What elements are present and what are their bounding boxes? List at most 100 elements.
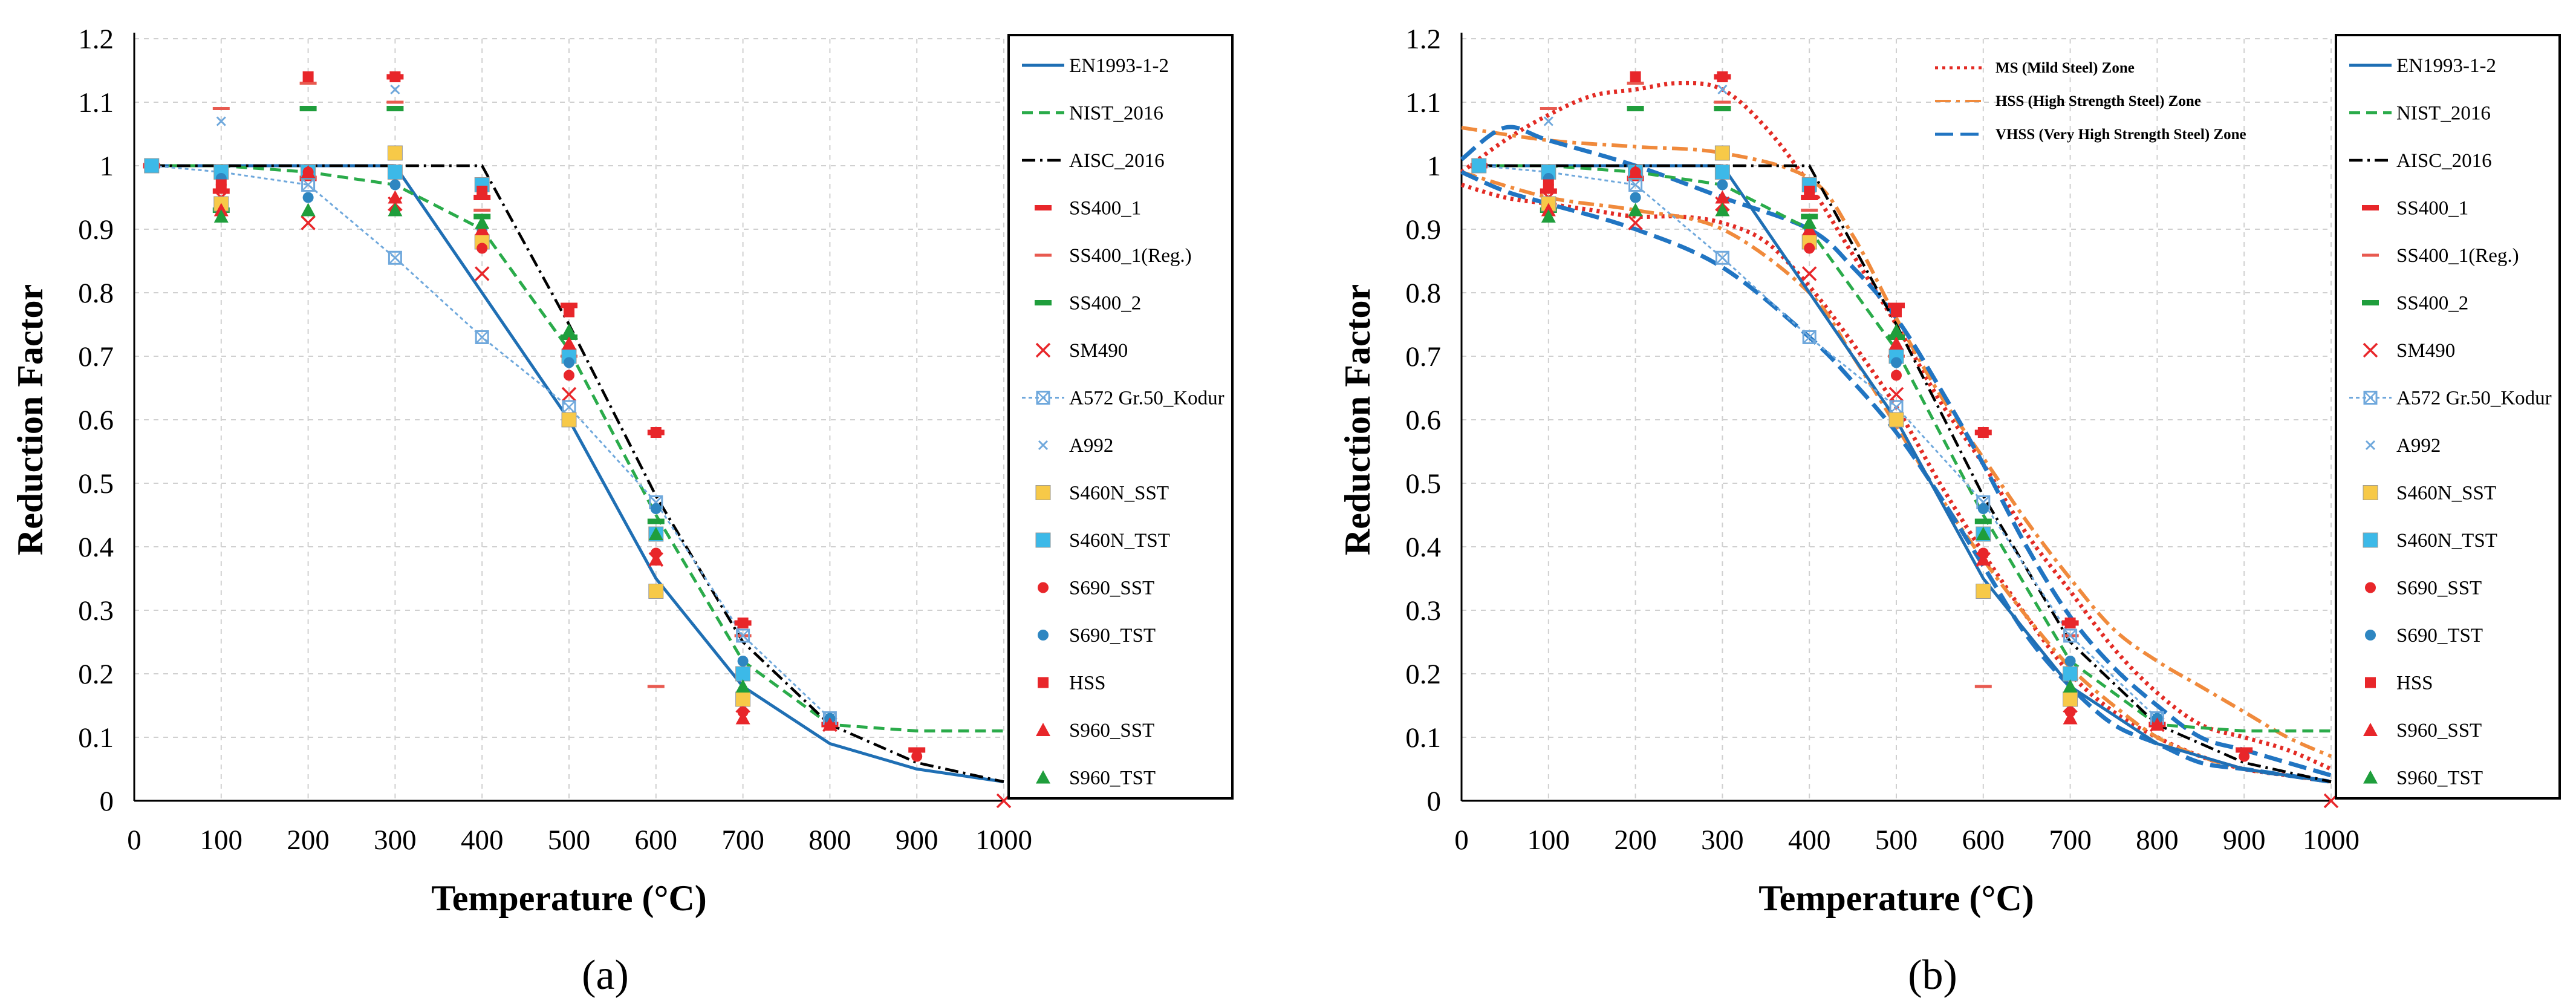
y-tick-label: 0.8 [78, 278, 114, 309]
panel-label: (a) [582, 952, 629, 999]
zone-upper-bound [1461, 126, 2332, 758]
series-line-aisc-2016 [151, 164, 1004, 783]
y-tick-label: 1.1 [1405, 87, 1441, 119]
data-point [1714, 165, 1730, 180]
data-point [1976, 552, 1991, 566]
data-point [564, 370, 574, 381]
data-point [1541, 209, 1556, 223]
data-point [301, 203, 316, 217]
y-tick-label: 0.9 [78, 214, 114, 246]
data-point-cross [1716, 251, 1729, 265]
data-point [561, 412, 577, 428]
legend-item: SS400_1(Reg.) [1035, 245, 1192, 267]
legend-swatch-marker [2363, 770, 2378, 784]
data-point [474, 266, 490, 281]
x-tick-label: 100 [200, 824, 243, 856]
legend-label: AISC_2016 [2396, 150, 2492, 172]
legend-item: S460N_SST [1035, 483, 1169, 504]
series-points-a572-gr-50-kodur [145, 158, 837, 725]
legend-item: SS400_1 [1035, 198, 1141, 220]
legend-label: EN1993-1-2 [1069, 55, 1169, 77]
legend-item: HSS [1038, 673, 1106, 694]
y-tick-label: 0.1 [78, 722, 114, 754]
legend-label: S690_SST [1069, 578, 1154, 599]
x-tick-label: 800 [2136, 824, 2179, 856]
data-point [144, 158, 160, 174]
x-tick-label: 100 [1527, 824, 1570, 856]
legend-item: SM490 [1035, 340, 1128, 362]
legend-label: A572 Gr.50_Kodur [1069, 388, 1225, 409]
legend-swatch-marker [1038, 582, 1049, 593]
series-points-hss [215, 71, 749, 628]
data-point [564, 306, 574, 318]
x-tick-label: 400 [461, 824, 504, 856]
legend-swatch-marker-box [1036, 391, 1050, 405]
legend-swatch-marker [1036, 770, 1050, 784]
data-point [387, 145, 403, 161]
zone-legend-label: MS (Mild Steel) Zone [1995, 60, 2135, 76]
legend-label: S460N_TST [1069, 530, 1170, 552]
x-tick-label: 1000 [975, 824, 1032, 856]
y-tick-label: 1.2 [1405, 24, 1441, 55]
data-point [1891, 370, 1902, 381]
data-point [387, 165, 403, 180]
legend-label: HSS [1069, 673, 1106, 694]
legend-item: S960_SST [2363, 720, 2482, 742]
legend-swatch-marker [2365, 630, 2376, 641]
data-point [302, 71, 314, 82]
data-point [1888, 412, 1904, 428]
data-point [650, 427, 662, 438]
data-point [1976, 527, 1991, 540]
data-point [562, 336, 576, 350]
x-tick-label: 900 [2223, 824, 2266, 856]
data-point [822, 717, 838, 731]
data-point [1715, 203, 1730, 217]
legend-label: SS400_1(Reg.) [1069, 245, 1192, 267]
legend-label: SS400_2 [2396, 293, 2468, 315]
legend-swatch-marker [2363, 723, 2378, 736]
data-point-cross [736, 629, 750, 642]
legend-label: HSS [2396, 673, 2433, 694]
legend-item: S690_TST [2365, 625, 2483, 647]
series-line-en1993-1-2 [151, 164, 1004, 783]
x-tick-label: 300 [1701, 824, 1744, 856]
data-point [564, 357, 574, 368]
legend-label: SM490 [2396, 340, 2455, 362]
legend-swatch-marker [2365, 677, 2376, 688]
data-point [736, 628, 750, 643]
data-point [2064, 656, 2076, 667]
chart-panel-a: 0 100 200 300 400 500 600 700 800 900 1000 0 0.1 0.2 0… [10, 24, 1234, 999]
zone-upper-bound [1460, 80, 2332, 771]
data-point [389, 71, 401, 82]
data-point [735, 679, 750, 693]
data-point-cross [2063, 629, 2077, 642]
legend-label: NIST_2016 [2396, 103, 2491, 125]
data-point-cross [388, 251, 402, 265]
x-tick-label: 400 [1788, 824, 1831, 856]
data-point [1802, 215, 1817, 229]
data-point [1976, 584, 1991, 599]
data-point [650, 503, 662, 514]
data-point [388, 190, 403, 204]
legend-item: EN1993-1-2 [1022, 55, 1169, 77]
legend-swatch-marker-cross [2364, 391, 2377, 405]
legend-label: S460N_SST [1069, 483, 1169, 504]
data-point [735, 666, 751, 682]
legend-item: S960_TST [1036, 768, 1156, 789]
series-line-nist-2016 [1478, 164, 2331, 732]
data-point-box [1802, 330, 1817, 344]
data-point [1543, 116, 1553, 126]
data-point [561, 386, 577, 402]
data-point [1630, 192, 1641, 203]
data-point-cross [301, 178, 315, 192]
data-point [2239, 751, 2250, 762]
data-point [2063, 691, 2078, 707]
y-tick-label: 0.4 [1405, 532, 1441, 563]
series-points-s960-tst [1541, 203, 2078, 693]
x-tick-label: 800 [808, 824, 851, 856]
legend-item: SS400_2 [1035, 293, 1141, 315]
series-points-s960-sst [213, 165, 838, 731]
legend: EN1993-1-2 NIST_2016 AISC_2016 SS400_1 SS400… [1007, 34, 1234, 800]
legend-swatch-marker [1036, 391, 1050, 405]
data-point [1888, 386, 1904, 402]
